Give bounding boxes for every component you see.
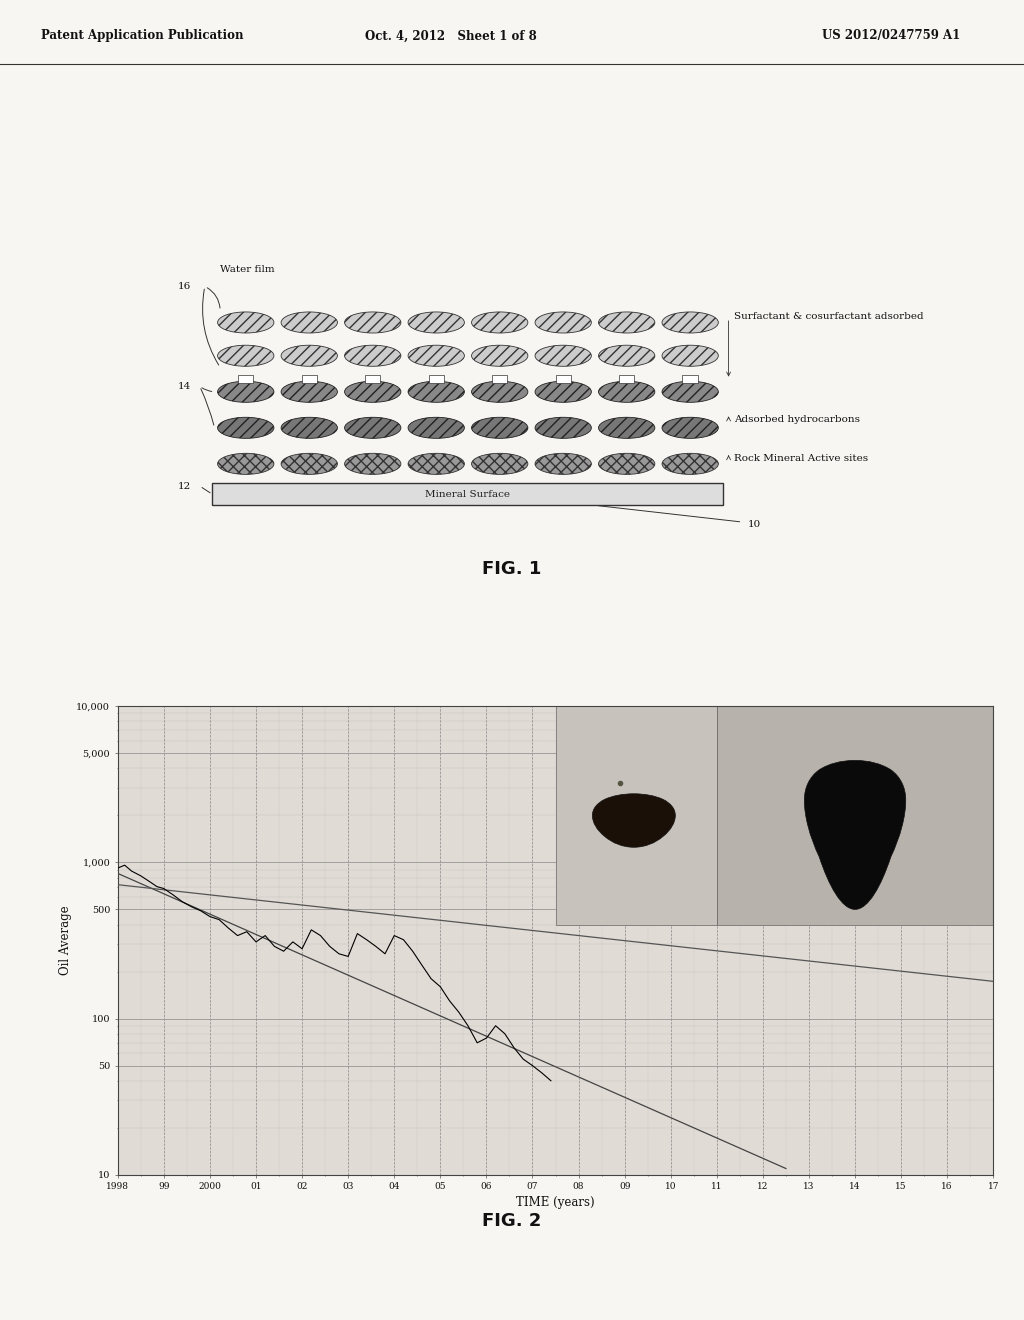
Ellipse shape — [281, 417, 338, 438]
Ellipse shape — [592, 793, 676, 847]
Text: 14: 14 — [178, 381, 190, 391]
Y-axis label: Oil Average: Oil Average — [59, 906, 72, 975]
Ellipse shape — [217, 346, 274, 366]
Text: Oct. 4, 2012   Sheet 1 of 8: Oct. 4, 2012 Sheet 1 of 8 — [365, 29, 537, 42]
Bar — [618, 375, 635, 383]
Text: Adsorbed hydrocarbons: Adsorbed hydrocarbons — [733, 414, 860, 424]
Bar — [683, 375, 698, 383]
Text: Surfactant & cosurfactant adsorbed: Surfactant & cosurfactant adsorbed — [733, 313, 924, 322]
Ellipse shape — [598, 346, 655, 366]
Bar — [717, 706, 993, 924]
Ellipse shape — [471, 381, 528, 403]
Ellipse shape — [471, 312, 528, 333]
Ellipse shape — [471, 417, 528, 438]
Ellipse shape — [663, 346, 719, 366]
Ellipse shape — [344, 417, 401, 438]
Ellipse shape — [217, 417, 274, 438]
Text: Rock Mineral Active sites: Rock Mineral Active sites — [733, 454, 867, 463]
Ellipse shape — [663, 417, 719, 438]
Ellipse shape — [535, 381, 592, 403]
Ellipse shape — [408, 417, 465, 438]
Bar — [492, 375, 508, 383]
Bar — [365, 375, 381, 383]
Ellipse shape — [217, 381, 274, 403]
Text: Patent Application Publication: Patent Application Publication — [41, 29, 244, 42]
Text: 12: 12 — [178, 482, 190, 491]
Bar — [555, 375, 571, 383]
Ellipse shape — [535, 346, 592, 366]
Ellipse shape — [471, 453, 528, 474]
Ellipse shape — [598, 381, 655, 403]
Text: US 2012/0247759 A1: US 2012/0247759 A1 — [821, 29, 961, 42]
Ellipse shape — [344, 381, 401, 403]
Ellipse shape — [663, 381, 719, 403]
Text: Water film: Water film — [220, 265, 274, 275]
Ellipse shape — [408, 312, 465, 333]
Ellipse shape — [663, 312, 719, 333]
Bar — [555, 706, 717, 924]
Ellipse shape — [344, 312, 401, 333]
Bar — [238, 375, 254, 383]
Ellipse shape — [281, 346, 338, 366]
Ellipse shape — [598, 417, 655, 438]
Ellipse shape — [281, 381, 338, 403]
Text: FIG. 2: FIG. 2 — [482, 1212, 542, 1230]
Ellipse shape — [408, 346, 465, 366]
Ellipse shape — [281, 312, 338, 333]
Text: Mineral Surface: Mineral Surface — [425, 490, 511, 499]
Ellipse shape — [217, 453, 274, 474]
Ellipse shape — [281, 453, 338, 474]
Ellipse shape — [344, 453, 401, 474]
Ellipse shape — [344, 346, 401, 366]
Ellipse shape — [805, 760, 906, 909]
Text: 16: 16 — [178, 282, 190, 290]
Ellipse shape — [217, 312, 274, 333]
Ellipse shape — [663, 453, 719, 474]
Text: FIG. 1: FIG. 1 — [482, 560, 542, 578]
Ellipse shape — [598, 453, 655, 474]
Ellipse shape — [598, 312, 655, 333]
X-axis label: TIME (years): TIME (years) — [516, 1196, 595, 1209]
Bar — [213, 483, 724, 506]
Text: 10: 10 — [748, 520, 761, 529]
Ellipse shape — [535, 312, 592, 333]
Ellipse shape — [408, 453, 465, 474]
Ellipse shape — [535, 453, 592, 474]
Bar — [429, 375, 444, 383]
Ellipse shape — [535, 417, 592, 438]
Bar — [301, 375, 317, 383]
Ellipse shape — [471, 346, 528, 366]
Ellipse shape — [408, 381, 465, 403]
